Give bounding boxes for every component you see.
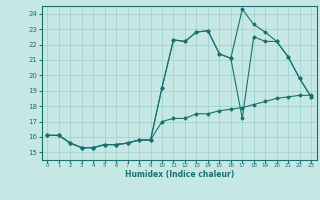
- X-axis label: Humidex (Indice chaleur): Humidex (Indice chaleur): [124, 170, 234, 179]
